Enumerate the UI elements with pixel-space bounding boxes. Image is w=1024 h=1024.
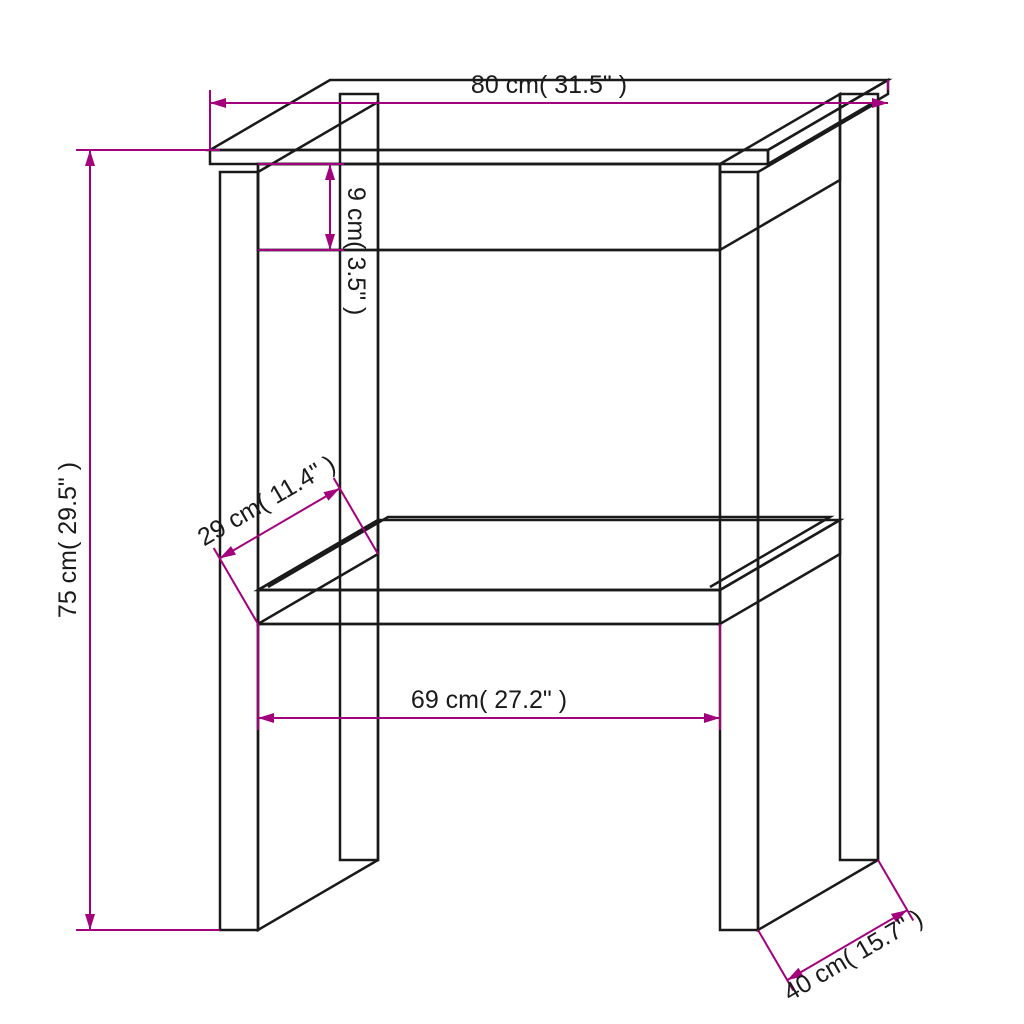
dimension-label: 9 cm( 3.5" )	[342, 187, 370, 315]
dimension-label: 69 cm( 27.2" )	[411, 686, 567, 714]
dimension-label: 75 cm( 29.5" )	[54, 462, 82, 618]
dimension-label: 80 cm( 31.5" )	[471, 71, 627, 99]
dimension-label: 40 cm( 15.7" )	[779, 904, 928, 1007]
